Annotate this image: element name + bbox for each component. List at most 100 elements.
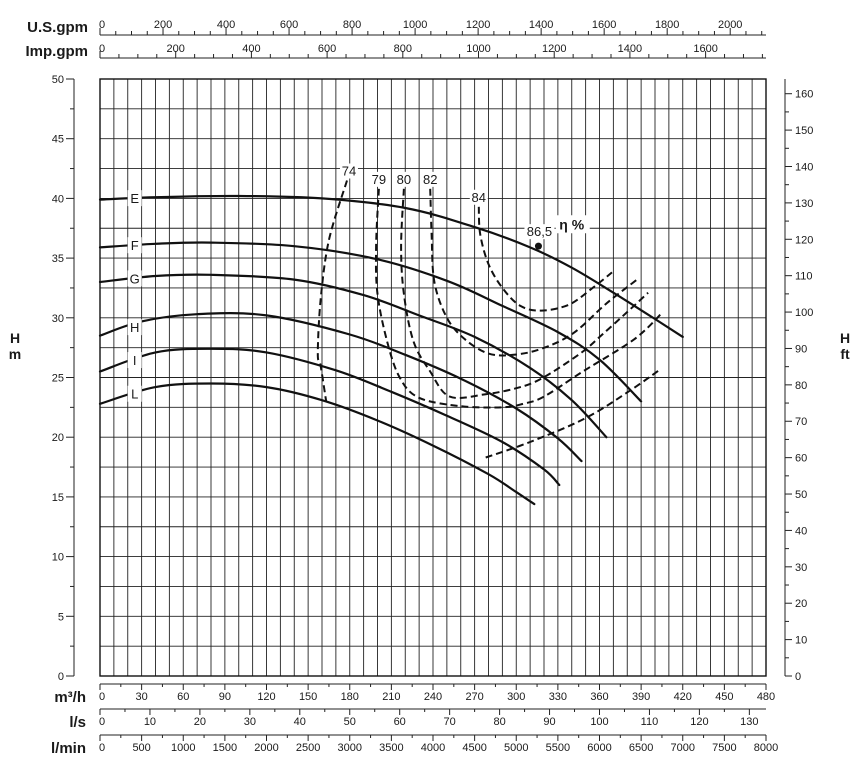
- top-axis-tick-label: 1000: [403, 19, 427, 31]
- left-axis-tick-label: 40: [52, 193, 64, 205]
- bottom-axis-tick-label: 0: [99, 742, 105, 754]
- right-axis-tick-label: 30: [795, 562, 807, 574]
- top-axis-tick-label: 1400: [529, 19, 553, 31]
- bottom-axis-tick-label: 4500: [462, 742, 486, 754]
- right-axis-title-unit: ft: [840, 346, 850, 362]
- efficiency-unit-label-bg: [555, 215, 590, 234]
- efficiency-curve-80: [400, 188, 649, 400]
- left-axis-tick-label: 35: [52, 253, 64, 265]
- curve-label-l: L: [131, 387, 138, 402]
- plot-frame: [99, 78, 767, 677]
- efficiency-label-bg: [394, 171, 413, 187]
- right-axis-tick-label: 20: [795, 598, 807, 610]
- bottom-axis-tick-label: 180: [341, 691, 359, 703]
- left-axis-tick-label: 15: [52, 492, 64, 504]
- bottom-axis-tick-label: 8000: [754, 742, 778, 754]
- bottom-axis-tick-label: 3500: [379, 742, 403, 754]
- right-axis-tick-label: 150: [795, 125, 813, 137]
- top-axis-tick-label: 1200: [542, 43, 566, 55]
- left-axis-tick-label: 0: [58, 671, 64, 683]
- top-axis-tick-label: 400: [242, 43, 260, 55]
- bottom-axis-tick-label: 0: [99, 691, 105, 703]
- bottom-axis-tick-label: 70: [444, 716, 456, 728]
- bottom-axis-tick-label: 360: [590, 691, 608, 703]
- pump-curve-g: [98, 273, 608, 439]
- top-axis-tick-label: 1800: [655, 19, 679, 31]
- bottom-axis-tick-label: 20: [194, 716, 206, 728]
- top-axis-tick-label: 1200: [466, 19, 490, 31]
- curve-label-f: F: [131, 238, 139, 253]
- top-axis-tick-label: 800: [394, 43, 412, 55]
- best-efficiency-point: [534, 242, 542, 250]
- bottom-axis-tick-label: 7500: [712, 742, 736, 754]
- bottom-axis-tick-label: 6000: [587, 742, 611, 754]
- efficiency-label-79: 79: [372, 172, 386, 187]
- plot-grid: [99, 78, 767, 677]
- top-axis-tick-label: 2000: [718, 19, 742, 31]
- bottom-axis-tick-label: 40: [294, 716, 306, 728]
- top-axis-tick-label: 1600: [592, 19, 616, 31]
- best-point-label: 86,5: [527, 224, 552, 239]
- efficiency-label-bg: [421, 171, 440, 187]
- bottom-axis-tick-label: 3000: [338, 742, 362, 754]
- top-axis-tick-label: 200: [167, 43, 185, 55]
- left-axis-tick-label: 30: [52, 313, 64, 325]
- efficiency-label-bg: [469, 189, 488, 205]
- pump-curve-h: [98, 312, 583, 463]
- bottom-axis-tick-label: 5000: [504, 742, 528, 754]
- efficiency-unit-label: η %: [559, 216, 584, 232]
- right-axis-tick-label: 100: [795, 307, 813, 319]
- pump-curve-f: [98, 241, 643, 403]
- pump-curves: [98, 194, 684, 506]
- curve-label-bg: [127, 352, 142, 369]
- efficiency-curve-79: [374, 188, 663, 409]
- curve-label-h: H: [130, 320, 139, 335]
- bottom-axis-tick-label: 4000: [421, 742, 445, 754]
- bottom-axis-tick-label: 120: [690, 716, 708, 728]
- left-axis-tick-label: 45: [52, 134, 64, 146]
- efficiency-label-bg: [339, 163, 358, 179]
- left-axis-tick-label: 10: [52, 552, 64, 564]
- pump-curve-e: [98, 194, 684, 338]
- bottom-axis-tick-label: 60: [394, 716, 406, 728]
- top-axis-tick-label: 0: [99, 19, 105, 31]
- efficiency-label-82: 82: [423, 172, 437, 187]
- curve-label-bg: [127, 237, 142, 254]
- top-axis-tick-label: 600: [280, 19, 298, 31]
- bottom-axis-tick-label: 390: [632, 691, 650, 703]
- top-axis-tick-label: 0: [99, 43, 105, 55]
- bottom-axis-title: m³/h: [54, 689, 86, 706]
- efficiency-curve-74: [316, 180, 348, 402]
- bottom-axis-tick-label: 10: [144, 716, 156, 728]
- efficiency-curve-84: [477, 206, 613, 312]
- bottom-axis-title: l/s: [69, 714, 86, 731]
- bottom-axis-tick-label: 7000: [671, 742, 695, 754]
- left-axis-tick-label: 20: [52, 432, 64, 444]
- right-axis-tick-label: 0: [795, 671, 801, 683]
- bottom-axis-tick-label: 30: [136, 691, 148, 703]
- right-axis-tick-label: 70: [795, 416, 807, 428]
- bottom-axis-tick-label: 100: [590, 716, 608, 728]
- bottom-axis-tick-label: 300: [507, 691, 525, 703]
- bottom-axis-tick-label: 1500: [213, 742, 237, 754]
- bottom-axis-tick-label: 90: [543, 716, 555, 728]
- bottom-axis-tick-label: 50: [344, 716, 356, 728]
- curve-labels: E F G H I L 74 79 80 82 84 86,5 η %: [127, 163, 590, 402]
- bottom-axis-title: l/min: [51, 740, 86, 757]
- top-axis-tick-label: 600: [318, 43, 336, 55]
- right-axis-tick-label: 50: [795, 489, 807, 501]
- curve-label-bg: [127, 319, 142, 336]
- bottom-axis-tick-label: 0: [99, 716, 105, 728]
- curve-label-bg: [127, 190, 142, 207]
- bottom-axis-tick-label: 450: [715, 691, 733, 703]
- right-axis-tick-label: 60: [795, 453, 807, 465]
- bottom-axis-tick-label: 480: [757, 691, 775, 703]
- left-axis-tick-label: 50: [52, 74, 64, 86]
- efficiency-label-80: 80: [397, 172, 411, 187]
- right-axis-tick-label: 160: [795, 89, 813, 101]
- curve-label-e: E: [130, 191, 139, 206]
- bottom-axis-tick-label: 60: [177, 691, 189, 703]
- bottom-axis-tick-label: 330: [549, 691, 567, 703]
